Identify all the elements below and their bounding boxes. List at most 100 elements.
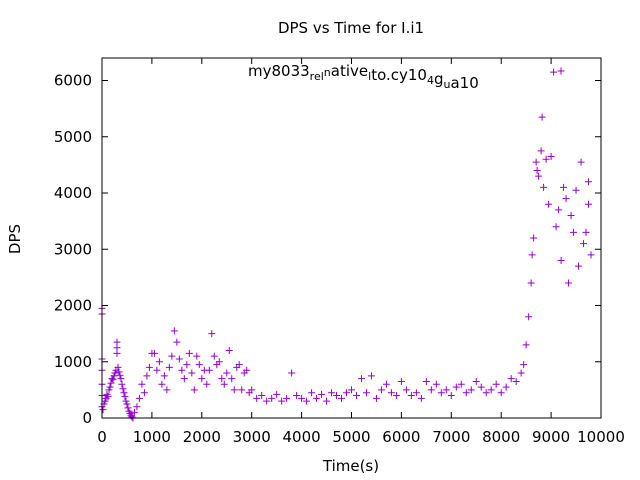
data-point	[512, 377, 520, 385]
data-point	[215, 358, 223, 366]
data-point	[318, 390, 326, 398]
data-point	[357, 375, 365, 383]
data-point	[313, 394, 321, 402]
data-point	[278, 397, 286, 405]
data-point	[135, 394, 143, 402]
data-point	[437, 389, 445, 397]
data-point	[442, 386, 450, 394]
data-point	[298, 394, 306, 402]
data-point	[203, 380, 211, 388]
data-point	[190, 386, 198, 394]
data-point	[352, 392, 360, 399]
data-point	[482, 389, 490, 397]
y-axis-label: DPS	[6, 224, 24, 254]
data-point	[535, 172, 543, 180]
data-point	[133, 403, 141, 411]
data-point	[238, 386, 246, 394]
data-point	[198, 375, 206, 383]
legend-label-part: to.cy10	[371, 66, 427, 84]
data-point	[283, 394, 291, 402]
data-point	[560, 183, 568, 191]
data-point	[183, 361, 191, 369]
data-point	[467, 386, 475, 394]
data-point	[392, 392, 400, 399]
legend-label-part: my8033	[248, 62, 310, 80]
data-point	[533, 167, 541, 174]
data-point	[124, 404, 132, 412]
legend-marker-symbol	[557, 67, 565, 75]
data-point	[575, 262, 583, 270]
data-point	[114, 363, 122, 371]
data-point	[117, 375, 125, 383]
y-tick-label: 3000	[54, 240, 92, 258]
data-point	[188, 369, 196, 377]
data-point	[128, 413, 136, 421]
data-point	[472, 377, 480, 385]
data-points	[98, 68, 595, 422]
data-point	[528, 251, 536, 259]
data-point	[220, 380, 228, 388]
x-tick-label: 0	[97, 428, 107, 446]
data-point	[525, 313, 533, 321]
data-point	[223, 369, 231, 377]
x-tick-label: 8000	[482, 428, 520, 446]
data-point	[397, 377, 405, 385]
data-point	[228, 375, 236, 383]
data-point	[545, 200, 553, 208]
data-point	[422, 377, 430, 385]
x-tick-label: 4000	[283, 428, 321, 446]
data-point	[185, 349, 193, 357]
data-point	[452, 383, 460, 391]
data-point	[308, 389, 316, 397]
data-point	[123, 400, 131, 408]
data-point	[492, 380, 500, 388]
x-tick-label: 1000	[133, 428, 171, 446]
data-point	[367, 372, 375, 380]
x-tick-label: 5000	[332, 428, 370, 446]
legend-label-part: 4	[427, 74, 434, 87]
data-point	[268, 394, 276, 402]
data-point	[530, 234, 538, 242]
data-point	[145, 363, 153, 371]
data-point	[163, 386, 171, 394]
data-point	[343, 389, 351, 397]
data-point	[193, 352, 201, 360]
x-tick-label: 3000	[233, 428, 271, 446]
data-point	[552, 223, 560, 231]
data-point	[121, 393, 129, 401]
data-point	[555, 206, 563, 214]
legend-label-part: l	[368, 70, 371, 83]
legend-label-part: rel	[310, 70, 324, 83]
data-point	[520, 361, 528, 369]
data-point	[263, 397, 271, 405]
data-point	[582, 228, 590, 236]
legend-label-part: a10	[450, 74, 478, 92]
y-tick-label: 2000	[54, 297, 92, 315]
data-point	[362, 389, 370, 397]
data-point	[158, 380, 166, 388]
data-point	[537, 147, 545, 155]
data-point	[248, 386, 256, 394]
data-point	[160, 372, 168, 380]
data-point	[165, 363, 173, 371]
data-point	[205, 366, 213, 374]
data-point	[497, 389, 505, 397]
data-point	[155, 358, 163, 366]
data-point	[377, 386, 385, 394]
data-point	[417, 394, 425, 402]
data-point	[303, 397, 311, 405]
x-tick-label: 6000	[382, 428, 420, 446]
data-point	[99, 406, 107, 414]
data-point	[477, 383, 485, 391]
legend-label-part: u	[444, 78, 451, 91]
data-point	[567, 212, 575, 219]
data-point	[210, 352, 218, 360]
data-point	[585, 200, 593, 208]
data-point	[587, 251, 595, 259]
data-point	[538, 113, 546, 121]
data-point	[168, 352, 176, 360]
data-point	[258, 392, 266, 399]
x-tick-label: 7000	[432, 428, 470, 446]
data-point	[288, 369, 296, 377]
chart-title: DPS vs Time for I.i1	[278, 19, 424, 37]
